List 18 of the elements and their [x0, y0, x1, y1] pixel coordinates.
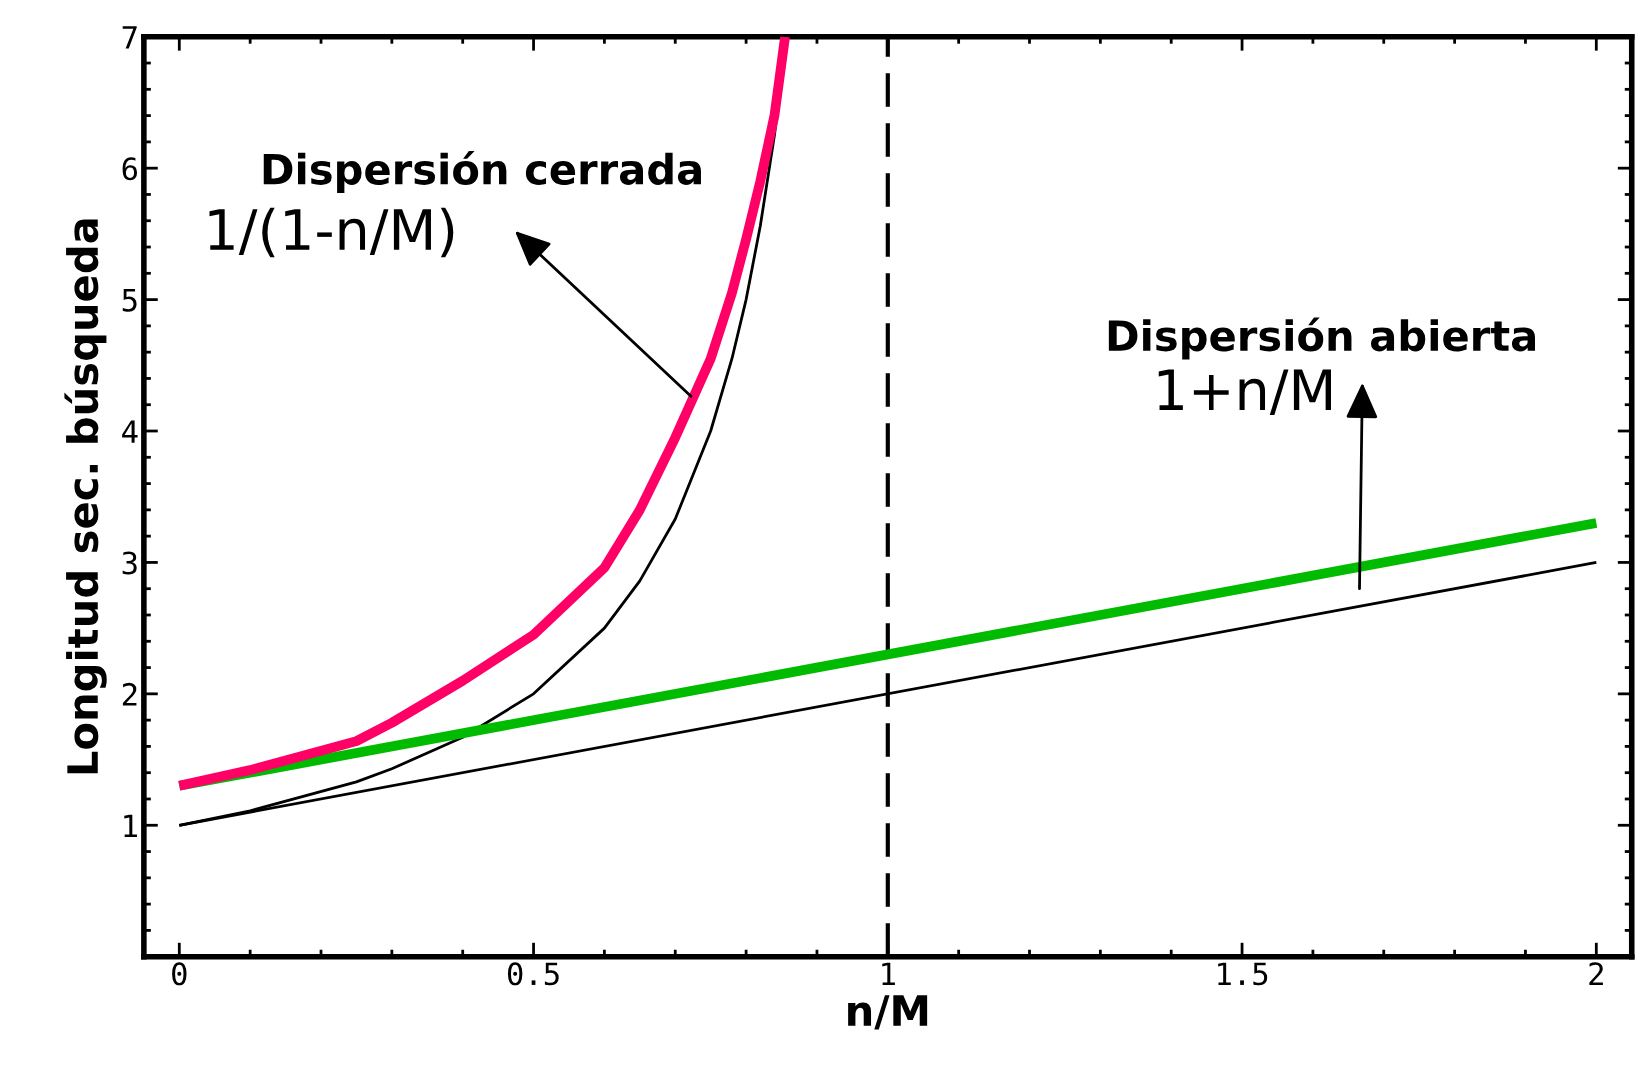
x-tick-label: 0: [172, 962, 187, 986]
annotation: 1/(1-n/M): [209, 207, 454, 258]
y-axis-title: Longitud sec. búsqueda: [64, 219, 107, 774]
y-tick-label: 2: [122, 682, 137, 706]
annotation: Dispersión cerrada: [263, 150, 701, 193]
x-tick-label: 0.5: [507, 962, 559, 986]
y-tick-label: 6: [122, 157, 138, 181]
y-tick-label: 1: [124, 814, 137, 837]
annotation: Dispersión abierta: [1108, 317, 1536, 360]
x-tick-label: 1: [882, 962, 895, 985]
x-tick-label: 1.5: [1218, 962, 1268, 986]
annotation: 1+n/M: [1158, 369, 1331, 416]
y-tick-label: 4: [122, 420, 138, 443]
x-tick-label: 2: [1589, 962, 1603, 985]
y-tick-label: 5: [122, 289, 137, 312]
y-tick-label: 3: [122, 551, 137, 575]
y-tick-label: 7: [122, 26, 137, 49]
x-axis-title: n/M: [848, 995, 928, 1030]
